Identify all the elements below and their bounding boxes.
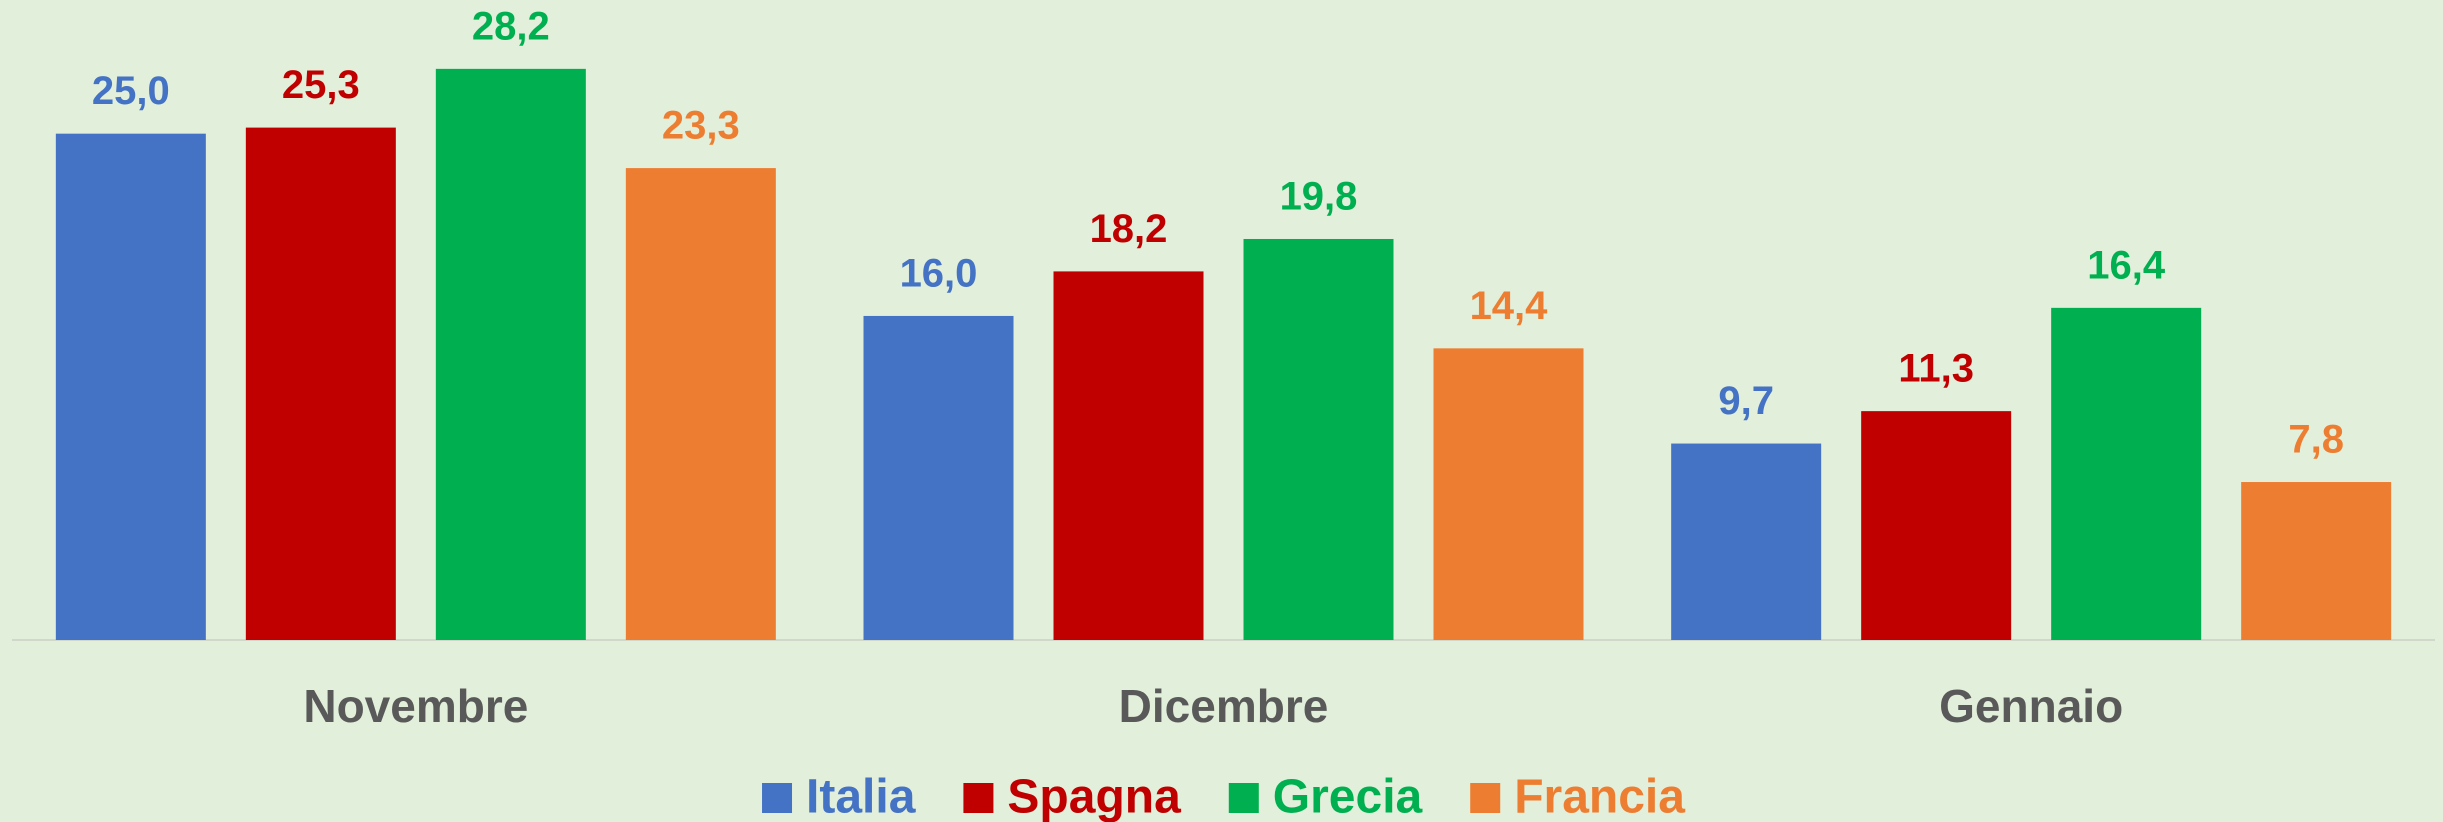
bar [435, 68, 586, 640]
bar [245, 127, 396, 640]
bar [863, 315, 1014, 640]
legend-swatch [762, 783, 793, 813]
x-tick-label: Dicembre [1119, 680, 1329, 732]
x-tick-label: Novembre [303, 680, 528, 732]
data-label: 25,0 [92, 69, 170, 113]
bar [625, 168, 776, 641]
data-label: 7,8 [2288, 418, 2344, 462]
bar [55, 133, 206, 640]
x-tick-label: Gennaio [1939, 680, 2123, 732]
legend-swatch [963, 783, 994, 813]
bar [1243, 238, 1394, 640]
bar [1053, 271, 1204, 640]
data-label: 9,7 [1718, 379, 1774, 423]
bar [1861, 411, 2012, 640]
legend-label: Grecia [1273, 771, 1423, 822]
data-label: 16,0 [900, 252, 978, 296]
legend-swatch [1470, 783, 1501, 813]
data-label: 11,3 [1898, 347, 1974, 391]
data-label: 19,8 [1280, 175, 1358, 219]
data-label: 18,2 [1090, 207, 1168, 251]
legend-label: Italia [806, 771, 916, 822]
legend-swatch [1228, 783, 1259, 813]
bar [2051, 307, 2202, 640]
legend-label: Francia [1514, 771, 1685, 822]
legend-label: Spagna [1007, 771, 1181, 822]
data-label: 23,3 [662, 104, 740, 148]
bar [1671, 443, 1822, 640]
data-label: 14,4 [1470, 284, 1549, 328]
data-label: 16,4 [2087, 243, 2166, 287]
bar [2241, 482, 2392, 640]
bar [1433, 348, 1584, 640]
data-label: 25,3 [282, 63, 360, 107]
data-label: 28,2 [472, 4, 550, 48]
